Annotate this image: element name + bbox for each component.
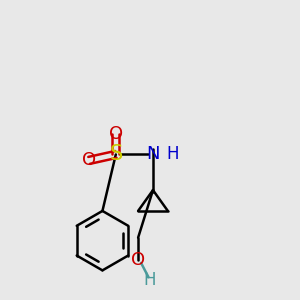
- Text: H: H: [144, 271, 156, 289]
- Text: N: N: [146, 146, 160, 164]
- Text: O: O: [82, 152, 96, 169]
- Text: O: O: [131, 251, 145, 269]
- Text: H: H: [166, 146, 178, 164]
- Text: S: S: [109, 145, 122, 164]
- Text: O: O: [109, 125, 123, 143]
